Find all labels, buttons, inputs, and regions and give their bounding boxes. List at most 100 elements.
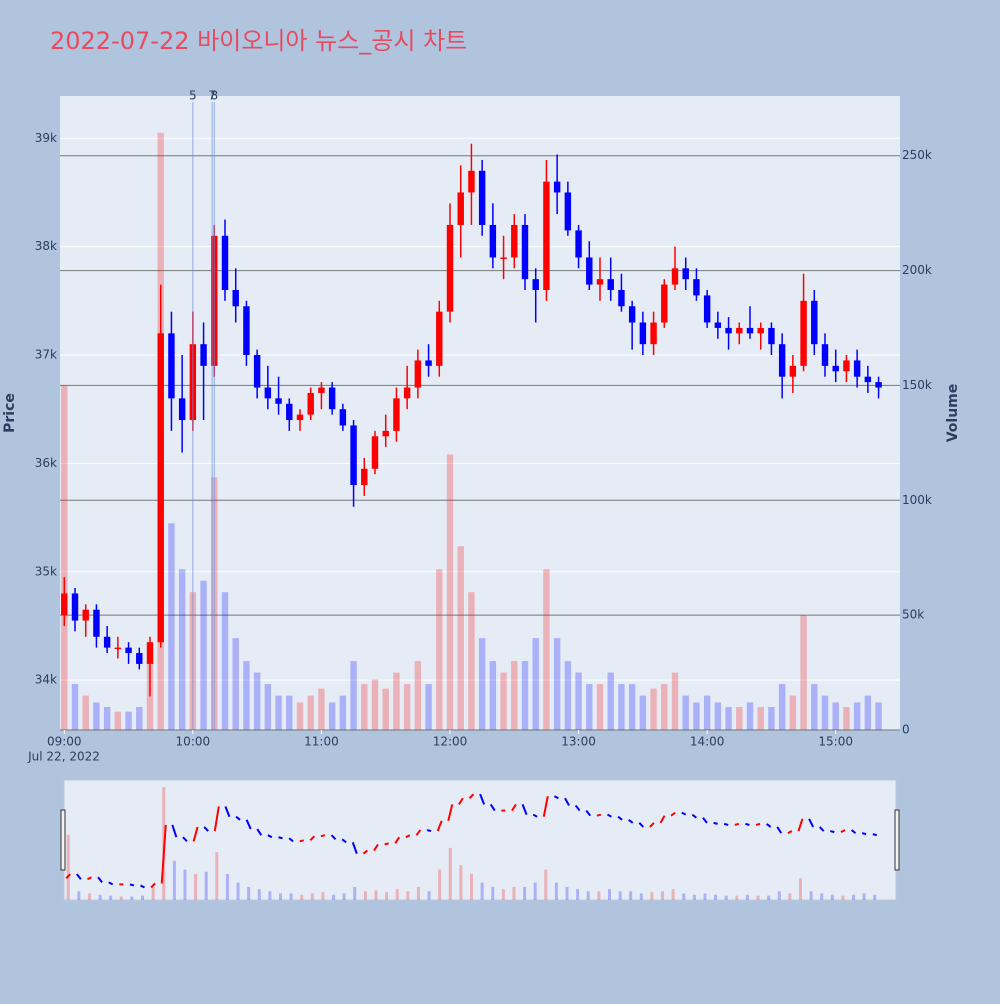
y2-tick-label: 200k — [902, 263, 932, 277]
volume-bar — [296, 702, 304, 730]
slider-handle-right[interactable] — [894, 809, 900, 871]
volume-bar — [371, 679, 379, 730]
slider-price — [278, 836, 283, 840]
volume-bar — [253, 672, 261, 730]
slider-volume-bar — [788, 893, 792, 900]
candle-body — [736, 327, 743, 334]
slider-price — [405, 834, 411, 839]
slider-volume-bar — [470, 873, 474, 900]
slider-volume-bar — [194, 873, 198, 900]
volume-bar — [746, 702, 754, 730]
slider-volume-bar — [480, 882, 484, 900]
slider-price — [129, 883, 135, 887]
range-slider[interactable] — [63, 779, 897, 901]
slider-price — [108, 881, 114, 886]
volume-bar — [768, 707, 775, 730]
volume-bar — [757, 707, 764, 730]
candle-body — [382, 430, 389, 437]
slider-volume-bar — [183, 869, 187, 900]
volume-bar — [543, 569, 550, 730]
slider-price — [65, 873, 71, 879]
candle-body — [768, 327, 775, 345]
news-label: 7 — [208, 89, 216, 103]
slider-volume-bar — [714, 894, 718, 900]
slider-price — [755, 822, 761, 826]
slider-volume-bar — [141, 895, 145, 900]
volume-bar — [468, 592, 475, 730]
slider-volume-bar — [385, 892, 389, 900]
slider-volume-bar — [172, 860, 176, 900]
candle-body — [714, 322, 722, 328]
candle-body — [61, 593, 68, 616]
slider-handle-left[interactable] — [60, 809, 66, 871]
candle-body — [778, 344, 786, 377]
candle-body — [650, 322, 657, 345]
slider-price — [649, 822, 655, 828]
slider-volume-bar — [565, 886, 569, 900]
volume-bar — [650, 688, 657, 730]
candle-body — [232, 289, 239, 307]
volume-bar — [714, 702, 722, 730]
x-tick-label: 09:00 — [47, 735, 82, 749]
slider-volume-bar — [745, 894, 749, 900]
candle-body — [253, 355, 261, 388]
slider-price — [160, 824, 167, 884]
slider-price — [564, 797, 570, 806]
slider-price — [351, 842, 358, 854]
slider-price — [734, 822, 740, 826]
volume-bar — [221, 592, 229, 730]
slider-price — [840, 829, 846, 833]
volume-bar — [800, 615, 807, 730]
slider-price — [479, 793, 486, 805]
candle-body — [821, 344, 829, 366]
candle-body — [725, 327, 732, 334]
volume-bar — [832, 702, 839, 730]
candle-body — [671, 268, 679, 285]
slider-price — [458, 797, 464, 805]
slider-volume-bar — [767, 895, 771, 900]
candle-body — [864, 376, 872, 383]
candle-body — [832, 365, 839, 372]
slider-price — [745, 822, 750, 826]
volume-bar — [693, 702, 700, 730]
slider-volume-bar — [798, 878, 802, 900]
slider-volume-bar — [650, 892, 654, 900]
candle-body — [532, 279, 539, 290]
slider-volume-bar — [332, 894, 336, 900]
candle-body — [243, 306, 250, 356]
slider-volume-bar — [501, 889, 505, 900]
y-axis-title: Price — [2, 393, 18, 433]
volume-bar — [521, 661, 529, 730]
slider-price — [542, 796, 549, 817]
slider-volume-bar — [629, 891, 633, 900]
slider-price — [309, 835, 316, 842]
candle-body — [136, 653, 143, 664]
candle-body — [875, 382, 882, 388]
slider-volume-bar — [310, 893, 314, 900]
slider-price — [702, 817, 708, 824]
volume-bar — [436, 569, 443, 730]
slider-price — [691, 813, 697, 819]
y-tick-label: 38k — [35, 239, 57, 253]
volume-bar — [403, 684, 411, 730]
volume-bar — [382, 688, 389, 730]
chart-title: 2022-07-22 바이오니아 뉴스_공시 차트 — [50, 27, 467, 55]
slider-volume-bar — [512, 886, 516, 900]
slider-volume-bar — [374, 890, 378, 900]
volume-bar — [307, 695, 314, 730]
volume-bar — [82, 695, 89, 730]
candle-body — [586, 257, 593, 285]
candle-body — [575, 230, 582, 258]
slider-price — [574, 804, 581, 812]
slider-volume-bar — [692, 894, 696, 900]
slider-volume-bar — [98, 894, 102, 900]
slider-price — [553, 795, 559, 800]
volume-bar — [564, 661, 572, 730]
slider-volume-bar — [544, 869, 548, 900]
slider-price — [394, 836, 401, 844]
candle-body — [146, 642, 154, 664]
volume-bar — [478, 638, 486, 730]
slider-volume-bar — [353, 886, 357, 900]
slider-volume-bar — [448, 847, 452, 900]
candle-body — [350, 425, 357, 486]
